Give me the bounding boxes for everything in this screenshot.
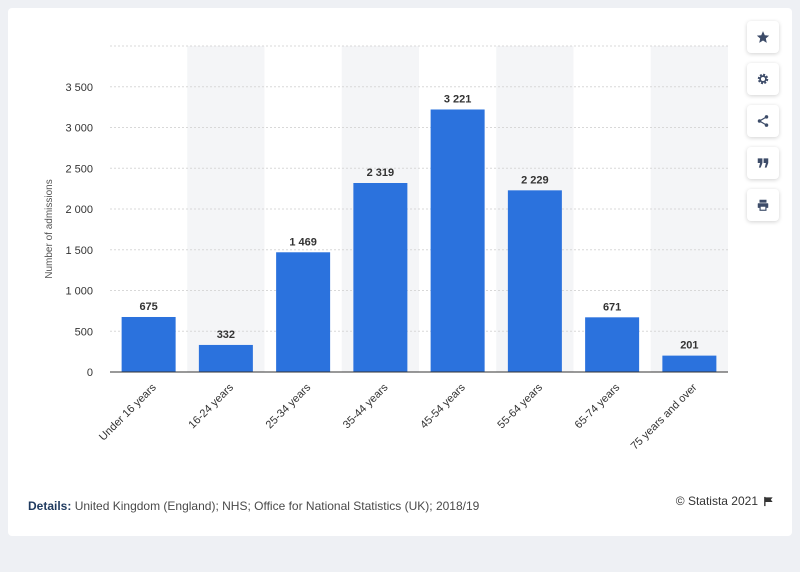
share-button[interactable] xyxy=(747,105,779,137)
source-details: Details: United Kingdom (England); NHS; … xyxy=(28,499,479,513)
y-tick-label: 2 000 xyxy=(65,204,93,216)
x-tick-label: 75 years and over xyxy=(629,381,700,452)
x-tick-label: 45-54 years xyxy=(418,381,468,431)
bar[interactable] xyxy=(276,252,331,372)
y-tick-label: 3 500 xyxy=(65,82,93,94)
bar[interactable] xyxy=(507,190,562,372)
y-tick-label: 3 000 xyxy=(65,123,93,135)
star-icon xyxy=(756,31,770,43)
bar[interactable] xyxy=(198,344,253,372)
x-tick-label: 65-74 years xyxy=(573,381,623,431)
data-label: 671 xyxy=(603,301,621,313)
x-tick-label: 16-24 years xyxy=(186,381,236,431)
details-label: Details: xyxy=(28,499,72,513)
quote-icon xyxy=(757,158,769,168)
flag-icon xyxy=(764,496,773,506)
data-label: 2 229 xyxy=(521,174,549,186)
data-label: 2 319 xyxy=(367,167,395,179)
x-tick-label: 25-34 years xyxy=(264,381,314,431)
cite-button[interactable] xyxy=(747,147,779,179)
x-tick-label: Under 16 years xyxy=(97,381,159,443)
data-label: 201 xyxy=(680,340,698,352)
y-axis-title: Number of admissions xyxy=(44,179,55,278)
credit-text: © Statista 2021 xyxy=(675,494,758,508)
statista-credit[interactable]: © Statista 2021 xyxy=(676,494,774,508)
y-tick-label: 1 500 xyxy=(65,245,93,257)
data-label: 675 xyxy=(139,301,157,313)
y-tick-label: 1 000 xyxy=(65,286,93,298)
settings-button[interactable] xyxy=(747,63,779,95)
print-button[interactable] xyxy=(747,189,779,221)
y-tick-label: 0 xyxy=(87,367,93,379)
bar[interactable] xyxy=(430,109,485,373)
gear-icon xyxy=(757,73,769,85)
bar[interactable] xyxy=(662,355,717,372)
share-icon xyxy=(757,115,769,127)
favorite-button[interactable] xyxy=(747,21,779,53)
bar[interactable] xyxy=(121,316,176,372)
print-icon xyxy=(757,199,769,211)
data-label: 1 469 xyxy=(289,236,317,248)
details-text[interactable]: United Kingdom (England); NHS; Office fo… xyxy=(74,499,480,513)
y-tick-label: 2 500 xyxy=(65,163,93,175)
data-label: 332 xyxy=(217,329,235,341)
x-tick-label: 35-44 years xyxy=(341,381,391,431)
bar[interactable] xyxy=(585,317,640,372)
y-tick-label: 500 xyxy=(75,326,93,338)
data-label: 3 221 xyxy=(444,93,472,105)
x-tick-label: 55-64 years xyxy=(495,381,545,431)
bar[interactable] xyxy=(353,183,408,372)
